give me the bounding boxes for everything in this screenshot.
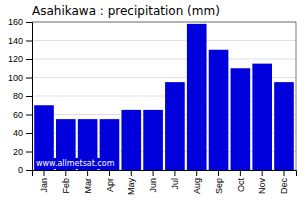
x-tick-label: Jan [39, 178, 49, 193]
x-tick: Sep [214, 170, 224, 194]
x-tick: Feb [61, 170, 71, 194]
bar [252, 64, 272, 170]
x-tick-label: Oct [236, 178, 246, 193]
y-tick-label: 100 [8, 73, 23, 83]
y-tick: 20 [13, 147, 32, 157]
y-tick: 100 [8, 73, 32, 83]
x-tick-mark [131, 170, 132, 176]
y-axis: 0 20 40 60 80 100 120 140 160 [8, 17, 33, 175]
y-tick: 80 [13, 91, 32, 101]
bar [121, 110, 141, 170]
title: Asahikawa : precipitation (mm) [32, 4, 220, 18]
x-tick-label: Feb [61, 178, 71, 194]
x-tick: Jun [148, 170, 158, 193]
bar [143, 110, 163, 170]
bar [231, 68, 251, 170]
y-tick: 40 [13, 128, 32, 138]
y-tick-mark [26, 22, 32, 23]
x-tick-mark [196, 170, 197, 176]
x-tick-label: Aug [192, 178, 202, 194]
x-tick-label: Jul [170, 178, 180, 190]
x-tick-label: Sep [214, 178, 224, 194]
y-tick-label: 20 [13, 147, 23, 157]
x-tick: Jul [170, 170, 180, 190]
y-tick-mark [26, 170, 32, 171]
x-tick-mark [44, 170, 45, 176]
frame-right [296, 22, 297, 170]
y-tick-mark [26, 78, 32, 79]
watermark-box [35, 158, 117, 169]
bars [34, 24, 294, 170]
grid [32, 22, 296, 170]
x-tick: Aug [192, 170, 202, 194]
x-tick-label: Dec [279, 178, 289, 195]
bar [165, 82, 185, 170]
y-tick-mark [26, 59, 32, 60]
frame-top [32, 22, 296, 23]
x-axis-line [33, 171, 297, 177]
grid-line [32, 22, 296, 23]
y-tick-mark [26, 152, 32, 153]
y-tick: 120 [8, 54, 32, 64]
x-tick: Jan [39, 170, 49, 193]
y-tick-label: 60 [13, 110, 23, 120]
x-tick-label: Nov [257, 178, 267, 195]
x-tick-mark [109, 170, 110, 176]
grid-line [32, 59, 296, 60]
y-axis-line [26, 23, 33, 171]
x-tick-mark [240, 170, 241, 176]
x-tick-label: May [126, 178, 136, 196]
y-tick-mark [26, 96, 32, 97]
x-tick-label: Apr [105, 178, 115, 192]
watermark-text: www.allmetsat.com [36, 159, 115, 168]
x-tick-mark [65, 170, 66, 176]
y-tick-label: 140 [8, 36, 23, 46]
y-tick-label: 0 [18, 165, 23, 175]
y-tick-label: 40 [13, 128, 23, 138]
x-axis: Jan Feb Mar Apr May Jun Jul Aug Sep Oct Nov Dec [33, 170, 297, 195]
grid-line [32, 40, 296, 41]
x-tick-mark [87, 170, 88, 176]
x-tick-mark [153, 170, 154, 176]
x-tick-mark [262, 170, 263, 176]
y-tick-mark [26, 133, 32, 134]
y-tick-label: 160 [8, 17, 23, 27]
x-tick-mark [218, 170, 219, 176]
bar [187, 24, 207, 170]
x-tick: Nov [257, 170, 267, 194]
x-tick: Apr [105, 170, 115, 192]
x-tick-label: Mar [83, 178, 93, 194]
y-tick: 60 [13, 110, 32, 120]
plot: 020406080100120140160JanFebMarAprMayJunJ… [8, 17, 297, 195]
bar [209, 50, 229, 170]
y-tick-label: 120 [8, 54, 23, 64]
chart: 020406080100120140160JanFebMarAprMayJunJ… [0, 0, 306, 200]
x-tick-label: Jun [148, 178, 158, 193]
x-tick: May [126, 170, 136, 195]
y-tick: 160 [8, 17, 32, 27]
y-tick-mark [26, 41, 32, 42]
y-tick-label: 80 [13, 91, 23, 101]
x-tick-mark [284, 170, 285, 176]
bar [274, 82, 294, 170]
watermark: www.allmetsat.com [35, 158, 117, 169]
y-tick: 0 [18, 165, 32, 175]
x-tick: Oct [236, 170, 246, 192]
y-tick: 140 [8, 36, 32, 46]
y-tick-mark [26, 115, 32, 116]
x-tick-mark [174, 170, 175, 176]
x-tick: Mar [83, 170, 93, 194]
x-tick: Dec [279, 170, 289, 194]
